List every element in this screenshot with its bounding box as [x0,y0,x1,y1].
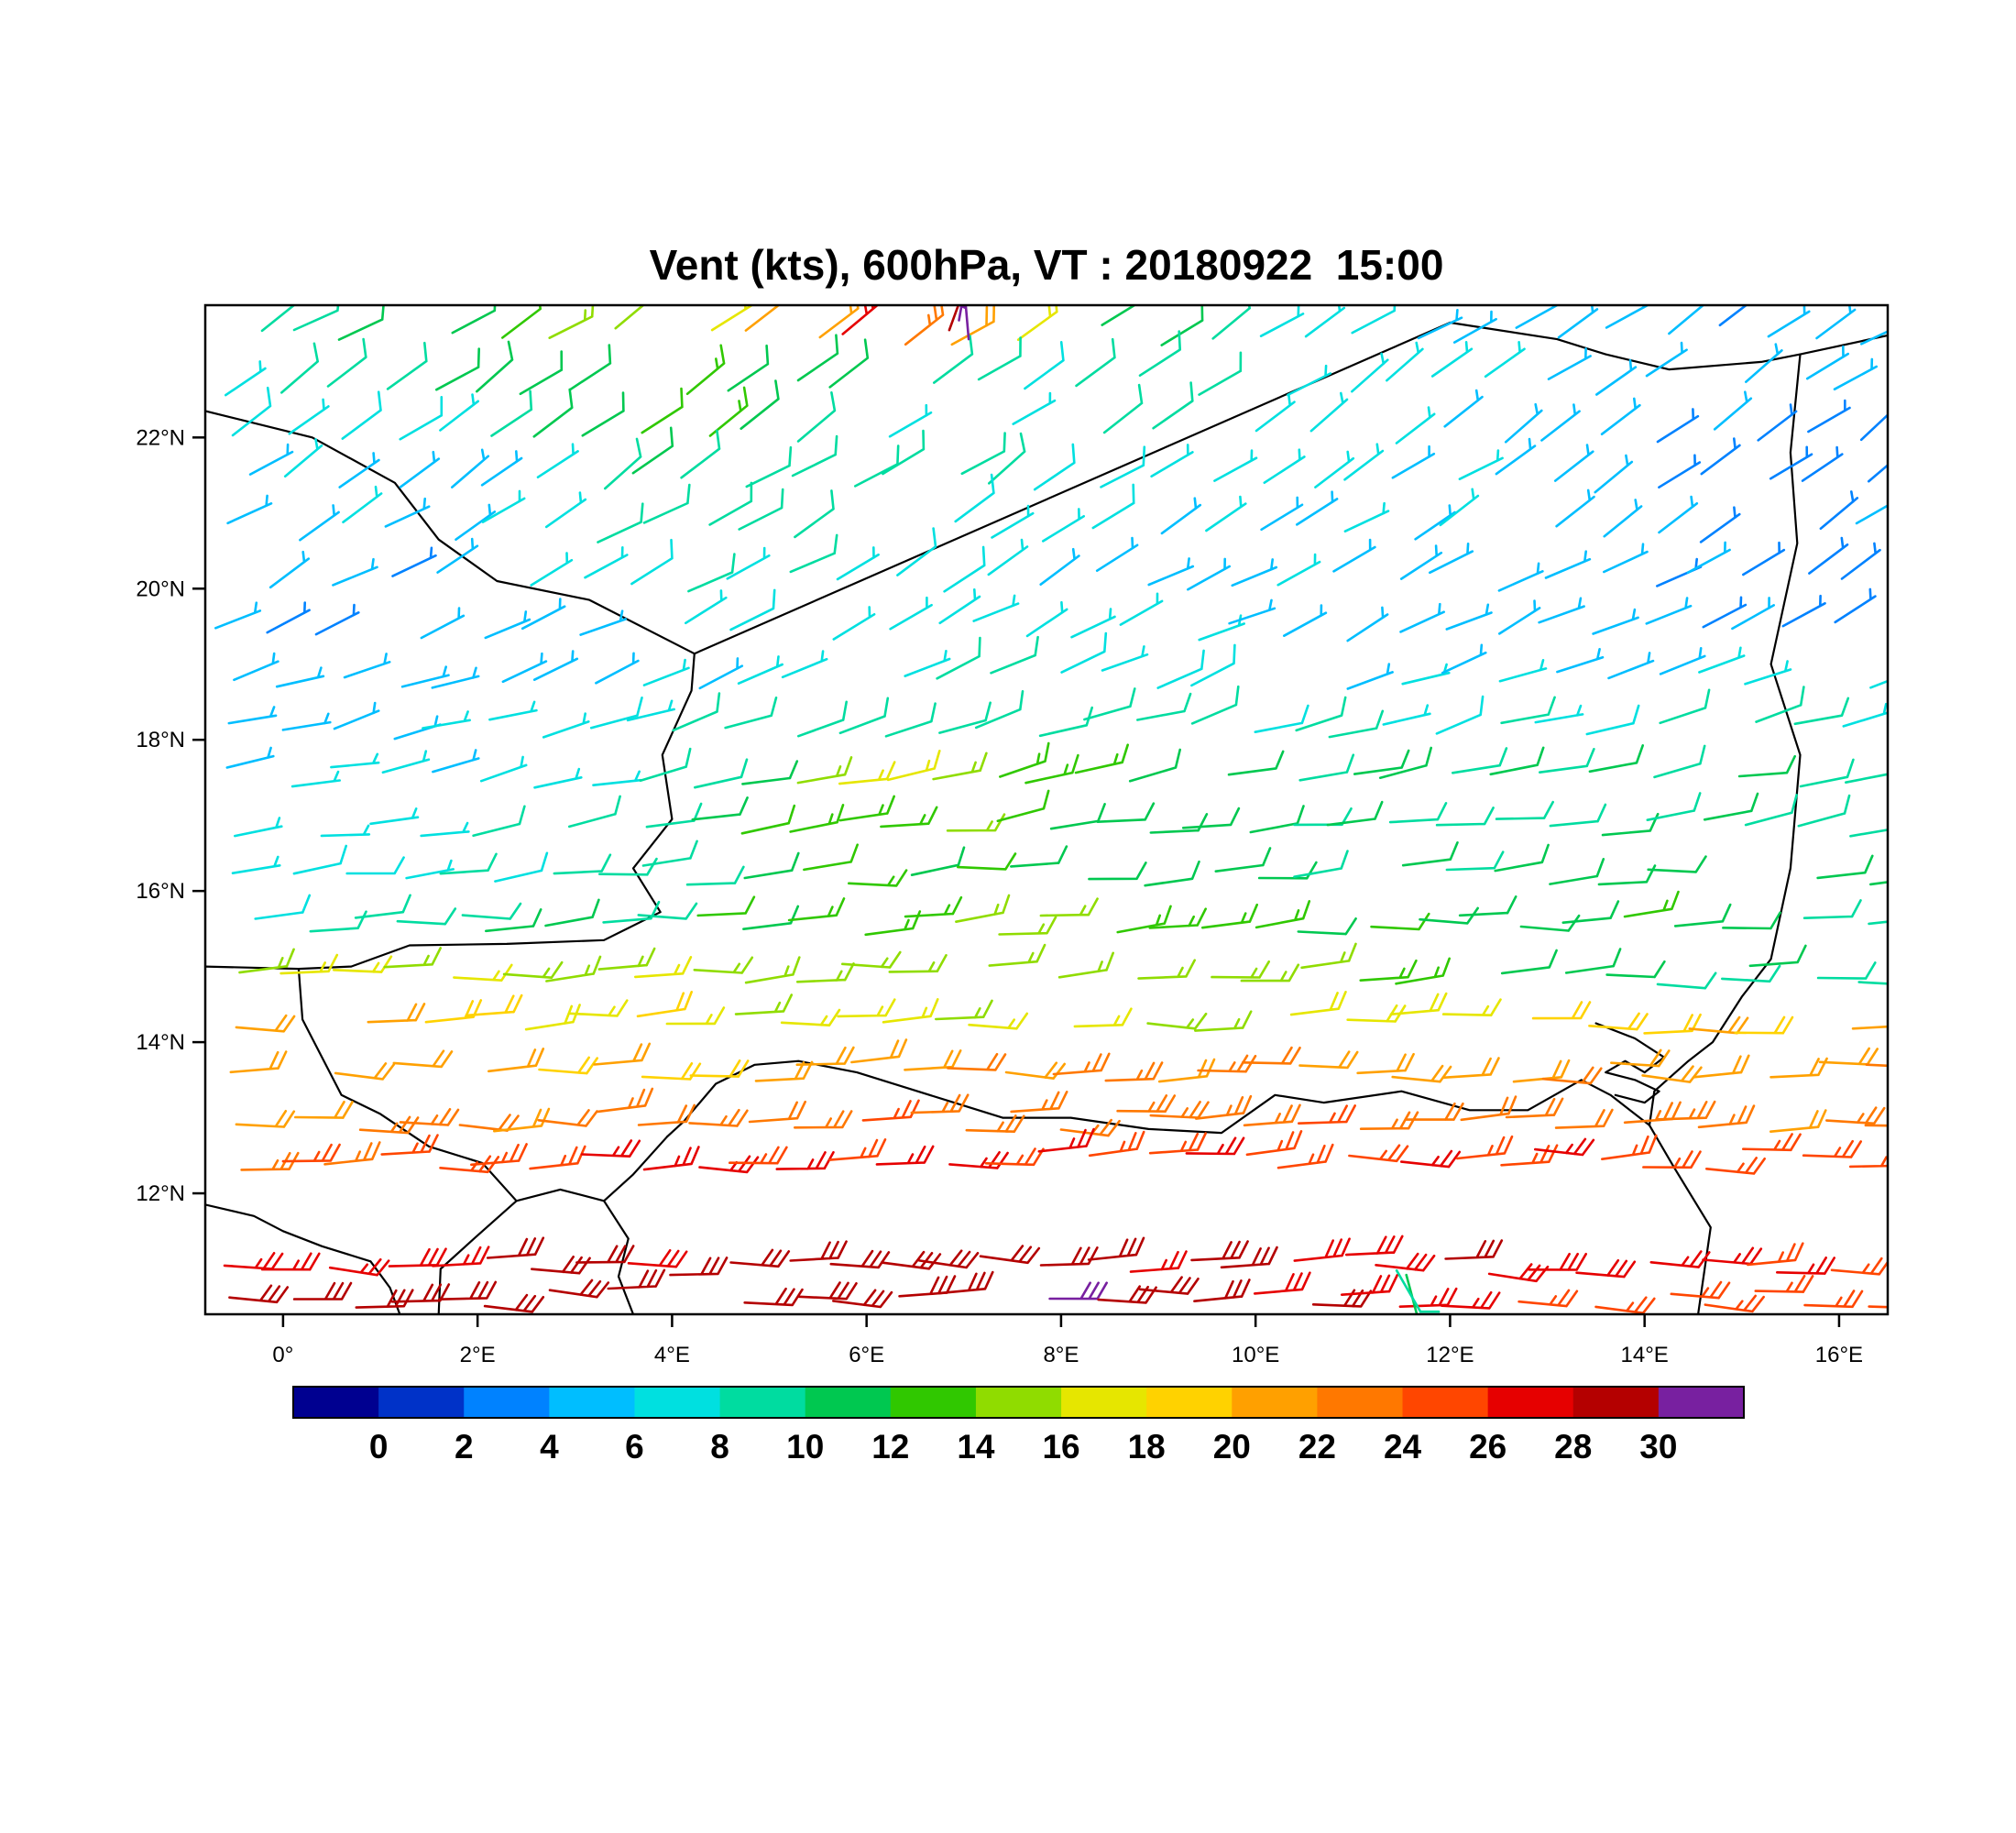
colorbar-cell [719,1387,806,1418]
colorbar-cell [1572,1387,1660,1418]
lon-tick-label: 16°E [1815,1343,1863,1367]
colorbar-label: 26 [1469,1428,1507,1465]
colorbar-label: 2 [455,1428,474,1465]
lat-tick-label: 20°N [136,576,185,601]
colorbar-label: 6 [625,1428,644,1465]
colorbar-label: 8 [710,1428,729,1465]
lon-tick-label: 8°E [1043,1343,1079,1367]
colorbar-label: 24 [1384,1428,1422,1465]
colorbar-label: 18 [1128,1428,1166,1465]
colorbar-cell [1487,1387,1574,1418]
colorbar: 0 2 4 6 8 10 12 14 16 18 20 22 24 26 28 30 [292,1386,1745,1465]
colorbar-label: 4 [540,1428,559,1465]
lat-tick-label: 14°N [136,1030,185,1055]
colorbar-cell [464,1387,550,1418]
wind-barbs [214,305,1888,1314]
lat-tick-label: 18°N [136,728,185,752]
colorbar-label: 14 [957,1428,995,1465]
colorbar-label: 10 [786,1428,824,1465]
lon-tick-label: 2°E [460,1343,496,1367]
colorbar-cell [890,1387,977,1418]
colorbar-label: 30 [1639,1428,1677,1465]
colorbar-cell [975,1387,1062,1418]
plot-frame [203,303,1890,1316]
lon-tick-label: 0° [272,1343,293,1367]
chart-title: Vent (kts), 600hPa, VT : 20180922 15:00 [649,241,1444,289]
lon-tick-label: 12°E [1426,1343,1474,1367]
lat-tick-label: 12°N [136,1181,185,1206]
colorbar-cell [805,1387,892,1418]
colorbar-label: 20 [1213,1428,1251,1465]
colorbar-cell [549,1387,636,1418]
colorbar-label: 22 [1298,1428,1336,1465]
colorbar-label: 12 [871,1428,909,1465]
colorbar-cell [1317,1387,1404,1418]
lon-tick-label: 6°E [849,1343,884,1367]
lat-tick-label: 16°N [136,879,185,904]
lat-tick-label: 22°N [136,425,185,450]
colorbar-label: 0 [369,1428,389,1465]
lon-axis: 0° 2°E 4°E 6°E 8°E 10°E 12°E 14°E 16°E [272,1314,1863,1367]
lon-tick-label: 4°E [654,1343,690,1367]
colorbar-cell [634,1387,721,1418]
colorbar-cell [378,1387,465,1418]
colorbar-cell [1061,1387,1147,1418]
colorbar-label: 28 [1554,1428,1592,1465]
lat-axis: 22°N 20°N 18°N 16°N 14°N 12°N [136,425,205,1206]
colorbar-cell [293,1387,379,1418]
colorbar-cell [1402,1387,1489,1418]
lon-tick-label: 14°E [1621,1343,1669,1367]
lon-tick-label: 10°E [1232,1343,1279,1367]
colorbar-cell [1146,1387,1233,1418]
colorbar-label: 16 [1042,1428,1079,1465]
colorbar-cell [1232,1387,1319,1418]
map-borders [205,321,1888,1314]
colorbar-cell [1658,1387,1745,1418]
colorbar-outline [292,1386,1745,1419]
